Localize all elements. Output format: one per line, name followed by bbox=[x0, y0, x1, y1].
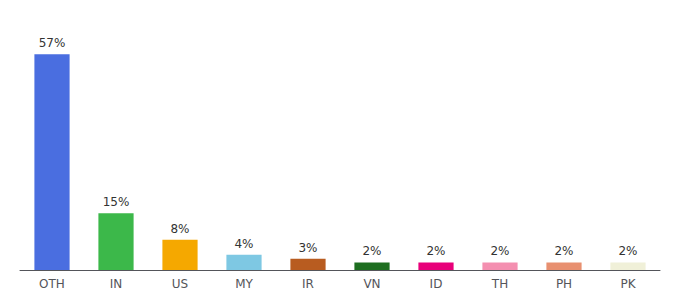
svg-text:OTH: OTH bbox=[39, 277, 65, 291]
svg-text:IR: IR bbox=[302, 277, 314, 291]
svg-text:2%: 2% bbox=[618, 244, 637, 258]
svg-text:VN: VN bbox=[363, 277, 380, 291]
svg-text:ID: ID bbox=[430, 277, 443, 291]
svg-text:15%: 15% bbox=[103, 195, 130, 209]
svg-text:TH: TH bbox=[491, 277, 508, 291]
svg-text:3%: 3% bbox=[298, 241, 317, 255]
svg-text:2%: 2% bbox=[362, 244, 381, 258]
svg-text:2%: 2% bbox=[554, 244, 573, 258]
svg-text:2%: 2% bbox=[490, 244, 509, 258]
svg-text:PK: PK bbox=[620, 277, 636, 291]
svg-text:57%: 57% bbox=[39, 36, 66, 50]
svg-text:4%: 4% bbox=[234, 237, 253, 251]
svg-text:8%: 8% bbox=[170, 222, 189, 236]
svg-text:US: US bbox=[172, 277, 188, 291]
svg-text:PH: PH bbox=[556, 277, 572, 291]
svg-text:MY: MY bbox=[235, 277, 253, 291]
svg-text:IN: IN bbox=[110, 277, 123, 291]
svg-text:2%: 2% bbox=[426, 244, 445, 258]
